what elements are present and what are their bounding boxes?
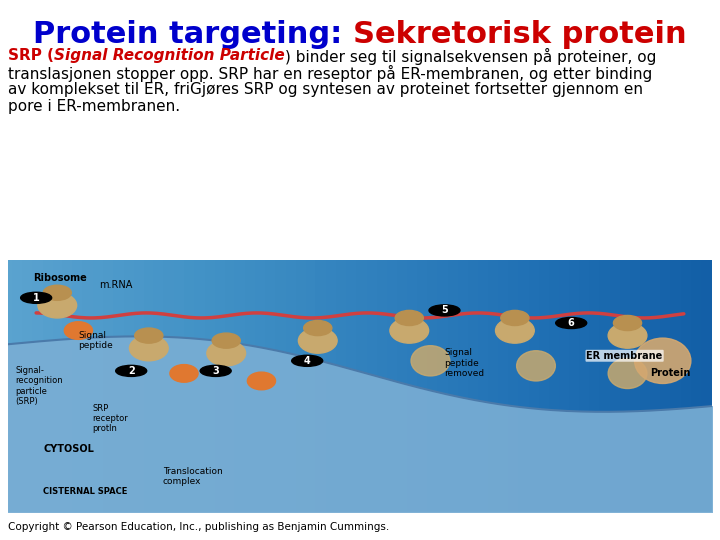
- Text: Signal-
recognition
particle
(SRP): Signal- recognition particle (SRP): [15, 366, 63, 406]
- Circle shape: [556, 318, 587, 328]
- Ellipse shape: [130, 335, 168, 361]
- Text: Signal Recognition Particle: Signal Recognition Particle: [54, 48, 284, 63]
- Circle shape: [116, 366, 147, 376]
- Text: 1: 1: [33, 293, 40, 303]
- Ellipse shape: [38, 293, 76, 318]
- Text: Protein: Protein: [650, 368, 691, 379]
- Ellipse shape: [248, 372, 276, 390]
- Ellipse shape: [613, 315, 642, 330]
- Text: 6: 6: [568, 318, 575, 328]
- Ellipse shape: [608, 323, 647, 348]
- Text: 3: 3: [212, 366, 219, 376]
- Text: CISTERNAL SPACE: CISTERNAL SPACE: [43, 487, 127, 496]
- Text: av komplekset til ER, friGjøres SRP og syntesen av proteinet fortsetter gjennom : av komplekset til ER, friGjøres SRP og s…: [8, 82, 643, 97]
- Text: ) binder seg til signalsekvensen på proteiner, og: ) binder seg til signalsekvensen på prot…: [284, 48, 656, 65]
- Text: Translocation
complex: Translocation complex: [163, 467, 222, 486]
- Ellipse shape: [43, 285, 71, 300]
- Ellipse shape: [411, 346, 450, 376]
- Ellipse shape: [304, 320, 332, 335]
- Ellipse shape: [517, 350, 555, 381]
- Text: pore i ER-membranen.: pore i ER-membranen.: [8, 99, 180, 114]
- Text: Protein targeting:: Protein targeting:: [33, 20, 353, 49]
- Circle shape: [21, 292, 52, 303]
- Text: m.RNA: m.RNA: [99, 280, 133, 290]
- Ellipse shape: [64, 322, 92, 339]
- Ellipse shape: [170, 364, 198, 382]
- Text: 2: 2: [128, 366, 135, 376]
- Text: 5: 5: [441, 306, 448, 315]
- Ellipse shape: [495, 318, 534, 343]
- Ellipse shape: [135, 328, 163, 343]
- Ellipse shape: [634, 338, 691, 383]
- Ellipse shape: [395, 310, 423, 326]
- Text: Copyright © Pearson Education, Inc., publishing as Benjamin Cummings.: Copyright © Pearson Education, Inc., pub…: [8, 522, 390, 532]
- Text: SRP (: SRP (: [8, 48, 54, 63]
- Ellipse shape: [608, 358, 647, 388]
- Text: CYTOSOL: CYTOSOL: [43, 444, 94, 454]
- Text: 4: 4: [304, 356, 310, 366]
- Ellipse shape: [212, 333, 240, 348]
- Ellipse shape: [298, 328, 337, 353]
- Circle shape: [292, 355, 323, 366]
- Text: Signal
peptide: Signal peptide: [78, 330, 113, 350]
- Text: SRP
receptor
protln: SRP receptor protln: [92, 403, 128, 434]
- Text: Signal
peptide
removed: Signal peptide removed: [444, 348, 485, 378]
- Text: Ribosome: Ribosome: [32, 273, 86, 282]
- Ellipse shape: [501, 310, 529, 326]
- Ellipse shape: [390, 318, 428, 343]
- Circle shape: [429, 305, 460, 316]
- Text: Sekretorisk protein: Sekretorisk protein: [353, 20, 687, 49]
- Circle shape: [200, 366, 231, 376]
- Text: ER membrane: ER membrane: [587, 351, 662, 361]
- Ellipse shape: [207, 341, 246, 366]
- Text: translasjonen stopper opp. SRP har en reseptor på ER-membranen, og etter binding: translasjonen stopper opp. SRP har en re…: [8, 65, 652, 82]
